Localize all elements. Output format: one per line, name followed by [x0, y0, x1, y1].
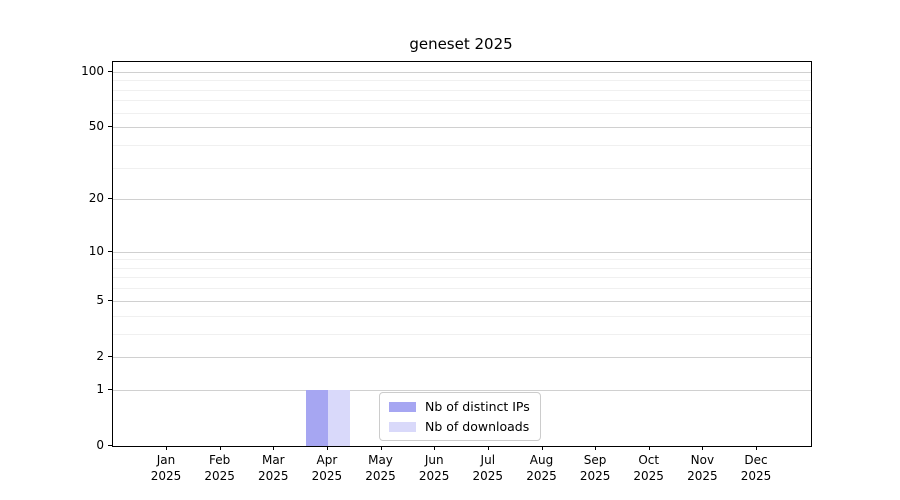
x-tick-year: 2025 [150, 469, 182, 483]
x-tick-month: Mar [261, 453, 285, 467]
legend-item-distinct-ips: Nb of distinct IPs [389, 399, 530, 414]
chart-title: geneset 2025 [409, 35, 513, 53]
legend-swatch-distinct-ips [389, 401, 416, 412]
x-tick-label: Dec 2025 [724, 452, 788, 484]
x-tick-mark [326, 446, 328, 450]
gridline-major [113, 389, 811, 391]
x-tick-mark [487, 446, 489, 450]
y-tick-mark [108, 355, 112, 357]
y-tick-mark [108, 388, 112, 390]
x-tick-label: Jul 2025 [456, 452, 520, 484]
x-tick-mark [595, 446, 597, 450]
x-tick-year: 2025 [579, 469, 611, 483]
x-tick-mark [702, 446, 704, 450]
x-tick-year: 2025 [311, 469, 343, 483]
x-tick-month: Nov [690, 453, 715, 467]
x-tick-month: Sep [583, 453, 607, 467]
x-tick-label: Feb 2025 [188, 452, 252, 484]
x-tick-year: 2025 [258, 469, 289, 483]
y-tick-mark [108, 445, 112, 446]
x-tick-label: Nov 2025 [670, 452, 734, 484]
y-tick-label: 100 [81, 63, 104, 78]
y-tick-label: 50 [88, 119, 104, 134]
x-tick-month: Apr [316, 453, 338, 467]
gridline-minor [113, 259, 811, 261]
plot-area: Nb of distinct IPs Nb of downloads [112, 61, 812, 447]
x-tick-month: Jul [480, 453, 496, 467]
gridline-major [113, 251, 811, 253]
x-tick-year: 2025 [740, 469, 772, 483]
y-tick-mark [108, 250, 112, 252]
x-tick-label: Apr 2025 [295, 452, 359, 484]
legend-label-distinct-ips: Nb of distinct IPs [425, 399, 530, 414]
legend: Nb of distinct IPs Nb of downloads [379, 392, 541, 441]
y-tick-label: 5 [96, 292, 104, 307]
x-tick-mark [541, 446, 543, 450]
x-tick-mark [273, 446, 275, 450]
gridline-minor [113, 288, 811, 290]
y-tick-mark [108, 70, 112, 72]
y-tick-label: 20 [88, 191, 104, 206]
x-tick-mark [648, 446, 650, 450]
x-tick-mark [434, 446, 436, 450]
x-tick-month: Dec [744, 453, 768, 467]
x-tick-month: Jun [424, 453, 444, 467]
x-tick-label: Sep 2025 [563, 452, 627, 484]
x-tick-mark [380, 446, 382, 450]
gridline-minor [113, 333, 811, 335]
x-tick-month: Oct [638, 453, 660, 467]
x-tick-year: 2025 [365, 469, 396, 483]
legend-swatch-downloads [389, 421, 416, 432]
x-tick-year: 2025 [472, 469, 504, 483]
x-tick-year: 2025 [418, 469, 450, 483]
x-tick-month: Aug [529, 453, 554, 467]
gridline-minor [113, 267, 811, 269]
x-tick-month: May [368, 453, 393, 467]
y-tick-mark [108, 198, 112, 200]
gridline-major [113, 300, 811, 302]
x-tick-year: 2025 [633, 469, 664, 483]
bar-nb-of-distinct-ips [306, 389, 328, 446]
y-tick-label: 0 [96, 438, 104, 452]
x-tick-year: 2025 [526, 469, 557, 483]
gridline-minor [113, 80, 811, 82]
gridline-minor [113, 100, 811, 102]
x-tick-year: 2025 [687, 469, 718, 483]
gridline-minor [113, 89, 811, 91]
x-tick-month: Jan [156, 453, 176, 467]
y-tick-label: 1 [96, 381, 104, 396]
x-tick-mark [219, 446, 221, 450]
gridline-minor [113, 315, 811, 317]
y-tick-mark [108, 299, 112, 301]
gridline-minor [113, 167, 811, 169]
x-tick-label: Mar 2025 [241, 452, 305, 484]
y-tick-label: 2 [96, 348, 104, 363]
legend-label-downloads: Nb of downloads [425, 419, 530, 434]
y-tick-mark [108, 126, 112, 128]
x-tick-month: Feb [208, 453, 231, 467]
legend-item-downloads: Nb of downloads [389, 419, 530, 434]
bar-nb-of-downloads [327, 389, 350, 446]
x-tick-label: Oct 2025 [617, 452, 681, 484]
gridline-major [113, 356, 811, 358]
y-tick-label: 10 [88, 243, 104, 258]
gridline-minor [113, 144, 811, 146]
x-tick-mark [166, 446, 167, 450]
x-tick-mark [756, 446, 757, 450]
gridline-major [113, 199, 811, 201]
gridline-minor [113, 112, 811, 114]
gridline-major [113, 71, 811, 73]
x-tick-label: Jan 2025 [134, 452, 198, 484]
x-tick-year: 2025 [204, 469, 235, 483]
gridline-minor [113, 277, 811, 279]
x-tick-label: Aug 2025 [510, 452, 574, 484]
x-tick-label: Jun 2025 [402, 452, 466, 484]
gridline-major [113, 127, 811, 129]
x-tick-label: May 2025 [349, 452, 413, 484]
